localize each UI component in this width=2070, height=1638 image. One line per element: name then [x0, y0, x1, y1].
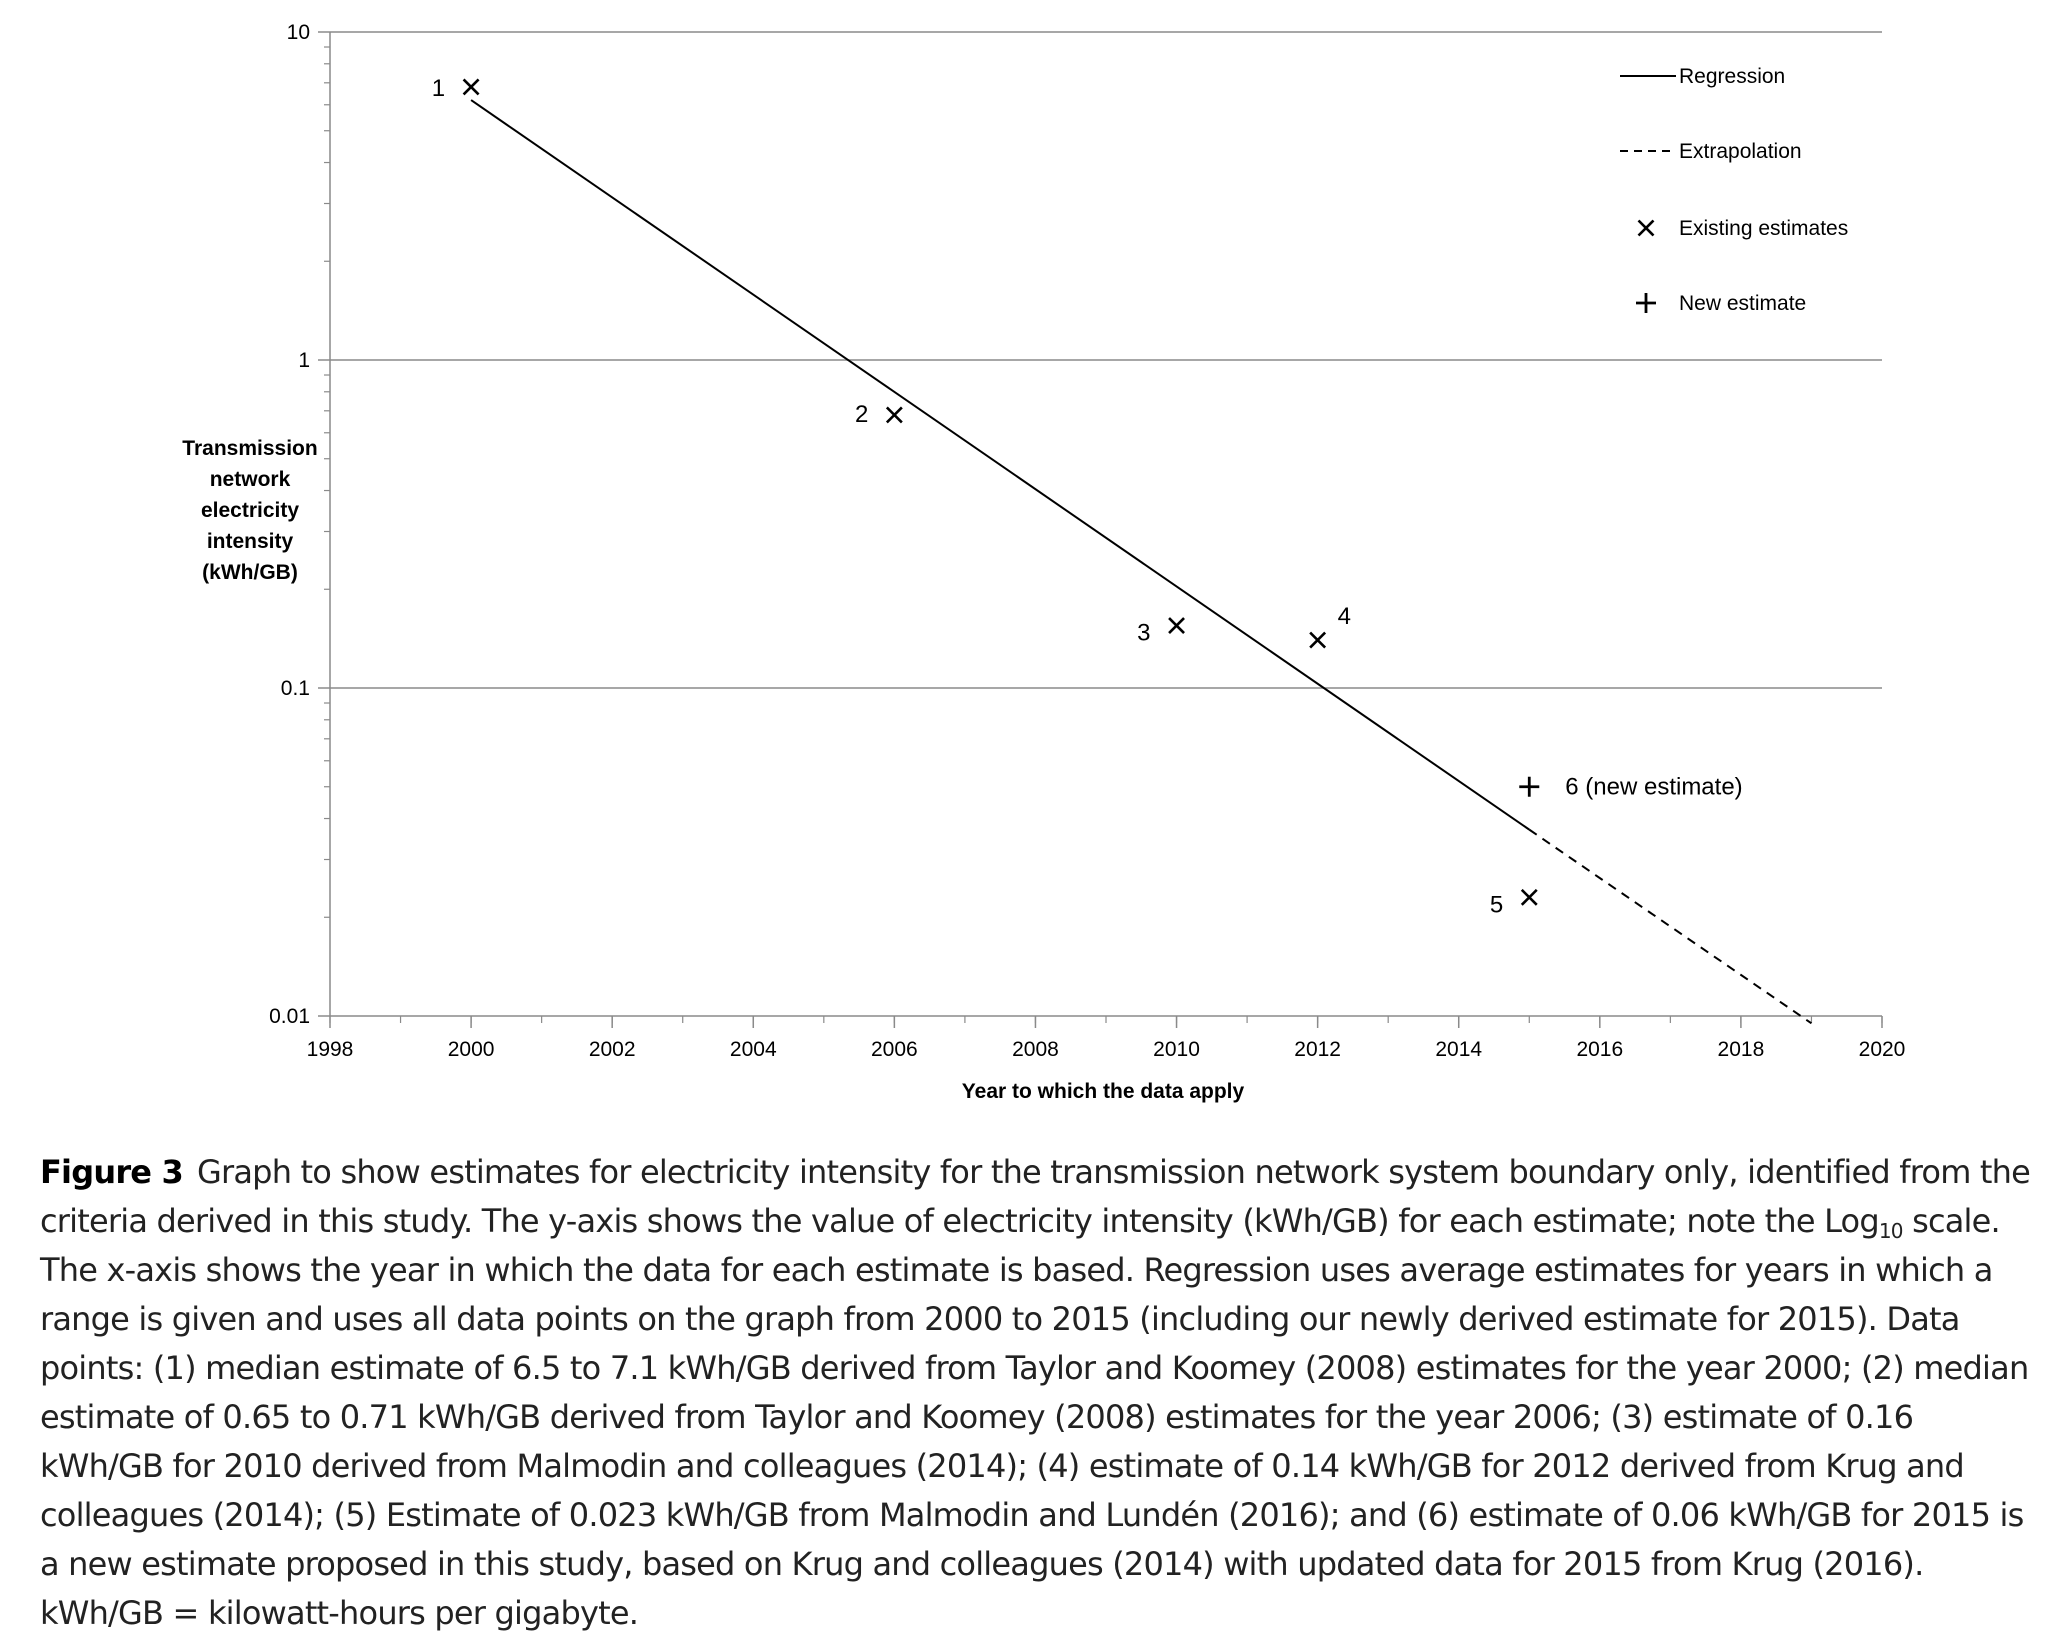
point-label-new: 6 (new estimate)	[1565, 774, 1742, 801]
axes-layer: 0.01 0.1 1 10 1998 2000 2002 2004 2006 2008 2010 20…	[182, 21, 1905, 1103]
y-tick-label: 1	[298, 349, 310, 372]
caption-subscript: 10	[1878, 1219, 1904, 1243]
legend-label-regression: Regression	[1679, 65, 1785, 88]
point-label-5: 5	[1490, 891, 1503, 918]
x-tick-label: 2004	[730, 1038, 777, 1061]
point-label-1: 1	[432, 75, 445, 102]
point-label-3: 3	[1137, 620, 1150, 647]
legend: Regression Extrapolation Existing estimate…	[1620, 65, 1848, 315]
x-axis-title: Year to which the data apply	[962, 1080, 1245, 1103]
y-tick-label: 10	[287, 21, 310, 44]
existing-estimate-marker-2	[885, 406, 903, 424]
legend-existing-swatch	[1637, 219, 1655, 237]
x-tick-label: 1998	[307, 1038, 354, 1061]
point-label-2: 2	[855, 401, 868, 428]
point-label-4: 4	[1338, 603, 1351, 630]
existing-estimate-marker-3	[1168, 617, 1185, 634]
points-layer: 1 2 3 4 5 6 (new estimate)	[432, 75, 1743, 918]
caption-text-part-1: Graph to show estimates for electricity …	[40, 1153, 2031, 1240]
x-tick-label: 2006	[871, 1038, 918, 1061]
existing-estimate-marker-1	[462, 78, 480, 96]
grid-layer	[330, 31, 1882, 689]
y-axis-title-line: intensity	[207, 530, 294, 553]
legend-label-extrapolation: Extrapolation	[1679, 140, 1802, 163]
y-axis-title-line: electricity	[201, 499, 299, 522]
lines-layer	[470, 99, 1813, 1025]
y-axis-title-line: (kWh/GB)	[202, 561, 298, 584]
x-tick-label: 2002	[589, 1038, 636, 1061]
caption-text-part-2: scale. The x-axis shows the year in whic…	[40, 1202, 2029, 1632]
x-tick-label: 2000	[448, 1038, 495, 1061]
existing-estimate-marker-5	[1520, 888, 1538, 906]
legend-label-existing: Existing estimates	[1679, 217, 1848, 240]
legend-label-new: New estimate	[1679, 292, 1806, 315]
new-estimate-marker	[1519, 776, 1540, 797]
regression-line	[470, 99, 1530, 831]
x-tick-label: 2010	[1153, 1038, 1200, 1061]
y-axis-title-line: network	[210, 468, 291, 491]
figure-label: Figure 3	[40, 1153, 184, 1191]
y-axis-title: Transmission network electricity intensity (…	[182, 437, 317, 584]
y-axis-title-line: Transmission	[182, 437, 317, 460]
extrapolation-line	[1528, 828, 1813, 1025]
chart: 0.01 0.1 1 10 1998 2000 2002 2004 2006 2008 2010 20…	[182, 21, 1905, 1103]
x-tick-label: 2012	[1294, 1038, 1341, 1061]
x-tick-label: 2018	[1718, 1038, 1765, 1061]
existing-estimate-marker-4	[1309, 631, 1327, 649]
x-tick-label: 2008	[1012, 1038, 1059, 1061]
y-tick-label: 0.1	[281, 677, 310, 700]
x-tick-label: 2014	[1435, 1038, 1482, 1061]
legend-new-swatch	[1636, 293, 1656, 313]
x-tick-label: 2016	[1576, 1038, 1623, 1061]
x-tick-label: 2020	[1859, 1038, 1906, 1061]
figure-caption: Figure 3 Graph to show estimates for elec…	[40, 1148, 2040, 1638]
y-tick-label: 0.01	[269, 1005, 310, 1028]
